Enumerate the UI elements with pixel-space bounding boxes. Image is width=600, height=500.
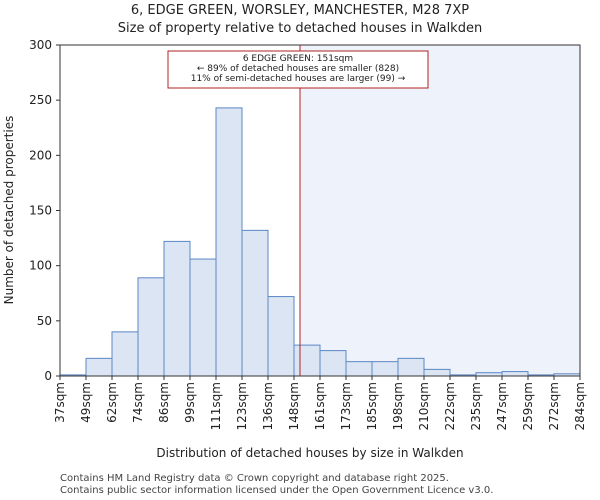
x-tick-label: 86sqm [157,382,171,423]
bar-99sqm [189,258,217,377]
x-tick-label: 123sqm [235,382,249,430]
larger-region-highlight [300,45,580,376]
plot-frame [59,44,581,377]
bar-161sqm [319,350,347,377]
x-tick-label: 210sqm [417,382,431,430]
x-tick-label: 247sqm [495,382,509,430]
bar-123sqm [241,229,269,377]
bar-198sqm [397,357,425,377]
x-tick-label: 62sqm [105,382,119,423]
y-tick-label: 200 [29,148,52,162]
x-tick-label: 173sqm [339,382,353,430]
x-tick-label: 37sqm [53,382,67,423]
bar-86sqm [163,240,191,377]
bar-111sqm [215,107,243,377]
annotation-line-1: 6 EDGE GREEN: 151sqm [243,54,353,64]
y-tick-label: 50 [37,314,52,328]
bar-247sqm [501,371,529,377]
bar-148sqm [293,344,321,377]
x-tick-label: 284sqm [573,382,587,430]
x-tick-label: 272sqm [547,382,561,430]
bar-136sqm [267,296,295,377]
y-tick-label: 250 [29,93,52,107]
x-tick-label: 161sqm [313,382,327,430]
footer-line-1: Contains HM Land Registry data © Crown c… [60,473,449,484]
x-tick-label: 99sqm [183,382,197,423]
x-tick-label: 198sqm [391,382,405,430]
chart-title: 6, EDGE GREEN, WORSLEY, MANCHESTER, M28 … [131,3,469,18]
bar-62sqm [111,331,139,377]
x-axis-ticks: 37sqm 49sqm 62sqm 74sqm 86sqm 99sqm 111sqm 123s… [53,376,587,430]
x-tick-label: 49sqm [79,382,93,423]
x-tick-label: 235sqm [469,382,483,430]
bar-173sqm [345,361,373,377]
bars-group [59,107,581,377]
chart-subtitle: Size of property relative to detached ho… [118,21,482,36]
y-tick-label: 300 [29,38,52,52]
x-tick-label: 111sqm [209,382,223,430]
y-axis-ticks: 0 50 100 150 200 250 300 [29,38,60,383]
annotation-box [167,50,429,89]
x-tick-label: 74sqm [131,382,145,423]
annotation-line-2: ← 89% of detached houses are smaller (82… [197,64,399,74]
footer-line-2: Contains public sector information licen… [60,485,493,496]
y-tick-label: 100 [29,259,52,273]
x-axis-label: Distribution of detached houses by size … [156,446,463,460]
bar-210sqm [423,368,451,377]
bar-74sqm [137,277,165,377]
x-tick-label: 222sqm [443,382,457,430]
x-tick-label: 136sqm [261,382,275,430]
x-tick-label: 259sqm [521,382,535,430]
bar-49sqm [85,357,113,377]
x-tick-label: 185sqm [365,382,379,430]
bar-185sqm [371,361,399,377]
x-tick-label: 148sqm [287,382,301,430]
y-axis-label: Number of detached properties [2,116,16,305]
y-tick-label: 150 [29,204,52,218]
annotation-line-3: 11% of semi-detached houses are larger (… [191,74,406,84]
y-tick-label: 0 [44,369,52,383]
